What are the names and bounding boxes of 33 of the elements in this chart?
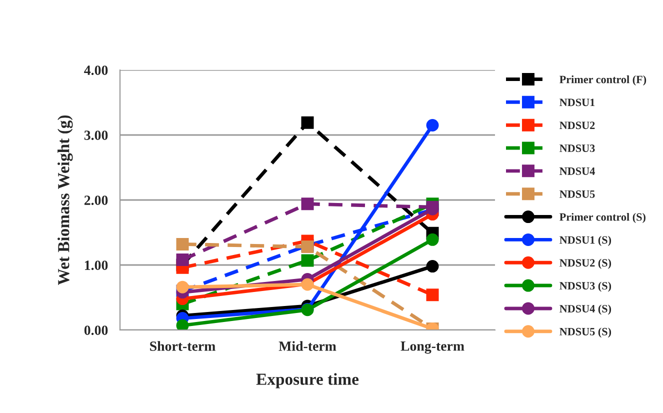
point bbox=[426, 233, 439, 246]
point bbox=[426, 119, 439, 132]
legend-label: NDSU4 bbox=[560, 167, 595, 175]
y-tick-label: 0.00 bbox=[84, 326, 108, 336]
legend-label: NDSU3 bbox=[560, 144, 595, 152]
y-axis-title: Wet Biomass Weight (g) bbox=[58, 115, 73, 286]
point bbox=[176, 254, 189, 266]
point bbox=[176, 280, 189, 294]
y-tick-label: 3.00 bbox=[84, 130, 108, 140]
y-tick-label: 2.00 bbox=[84, 196, 108, 206]
x-tick-label: Long-term bbox=[400, 342, 464, 354]
legend-label: NDSU5 (S) bbox=[560, 328, 612, 338]
legend-label: NDSU2 (S) bbox=[560, 258, 612, 269]
point bbox=[426, 260, 439, 273]
legend-label: NDSU2 bbox=[560, 122, 595, 130]
x-tick-label: Mid-term bbox=[278, 341, 336, 351]
legend-label: Primer control (F) bbox=[560, 75, 646, 86]
point bbox=[176, 319, 189, 330]
point bbox=[301, 198, 314, 210]
legend-label: NDSU4 (S) bbox=[560, 304, 612, 315]
y-tick-label: 1.00 bbox=[85, 260, 108, 270]
legend-label: Primer control (S) bbox=[560, 212, 646, 224]
point bbox=[301, 254, 314, 267]
legend-label: NDSU3 (S) bbox=[560, 282, 612, 292]
y-tick-label: 4.00 bbox=[84, 66, 108, 76]
point bbox=[176, 238, 189, 250]
x-axis-title: Exposure time bbox=[256, 373, 359, 388]
legend-label: NDSU5 bbox=[560, 190, 595, 198]
x-tick-label: Short-term bbox=[150, 341, 216, 351]
point bbox=[426, 288, 439, 302]
legend-label: NDSU1 bbox=[560, 98, 595, 106]
point bbox=[301, 116, 314, 129]
legend-label: NDSU1 (S) bbox=[560, 236, 612, 246]
